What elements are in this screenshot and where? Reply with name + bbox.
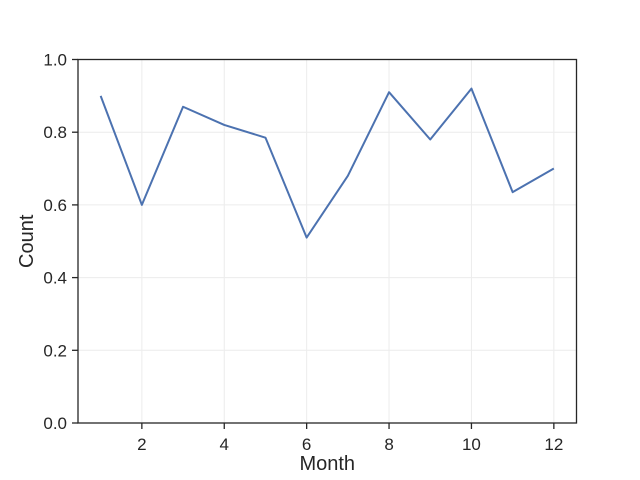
y-tick-label: 1.0 [43,51,67,70]
x-tick-label: 4 [220,435,229,454]
line-series-count-series [99,87,555,239]
data-series [99,87,555,239]
x-tick-label: 8 [384,435,393,454]
x-tick-label: 6 [302,435,311,454]
y-tick-label: 0.6 [43,196,67,215]
y-tick-labels: 0.0 0.2 0.4 0.6 0.8 1.0 [43,51,67,434]
x-tick-label: 12 [544,435,563,454]
x-tick-label: 10 [462,435,481,454]
x-tick-label: 2 [137,435,146,454]
gridlines [78,59,577,424]
y-axis-label: Count [16,214,38,268]
plot-frame [77,58,578,424]
y-tick-label: 0.8 [43,123,67,142]
axis-ticks [72,58,555,429]
x-tick-labels: 2 4 6 8 10 12 [137,435,563,454]
y-tick-label: 0.0 [43,414,67,433]
y-tick-label: 0.2 [43,341,67,360]
x-axis-label: Month [299,453,355,475]
y-tick-label: 0.4 [43,269,67,288]
